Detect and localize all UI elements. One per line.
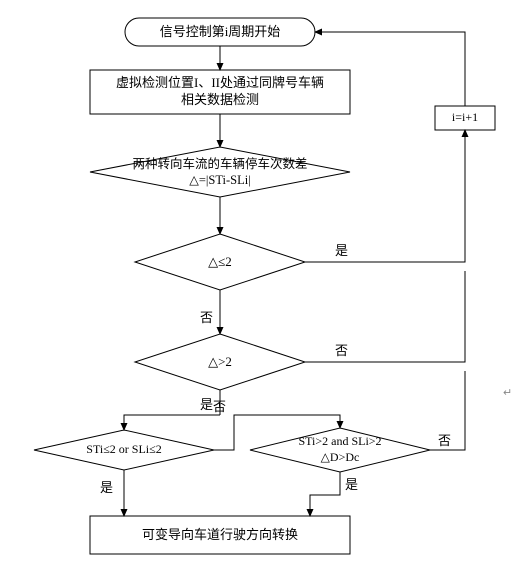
edge — [124, 415, 220, 430]
edge-label-dle2-yes: 是 — [335, 240, 348, 259]
edge-label-orcond-yes: 是 — [100, 477, 113, 496]
edge — [305, 271, 465, 362]
label-inc: i=i+1 — [435, 106, 495, 130]
label-dle2: △≤2 — [170, 252, 270, 272]
label-orcond: STi≤2 or SLi≤2 — [48, 441, 200, 459]
edge-label-dle2-no: 否 — [200, 307, 213, 326]
edge-label-andcond-yes: 是 — [345, 474, 358, 493]
edge-label-dgt2-yes: 是 — [200, 394, 213, 413]
label-dgt2: △>2 — [170, 352, 270, 372]
edge — [310, 472, 340, 516]
edge — [305, 130, 465, 262]
label-start: 信号控制第i周期开始 — [125, 18, 315, 46]
label-andcond: STi>2 and SLi>2 △D>Dc — [264, 434, 416, 466]
return-mark: ↵ — [503, 386, 512, 399]
label-detect: 虚拟检测位置I、II处通过同牌号车辆 相关数据检测 — [90, 70, 350, 114]
label-switch: 可变导向车道行驶方向转换 — [90, 516, 350, 554]
edge-label-andcond-no: 否 — [438, 430, 451, 449]
label-diff: 两种转向车流的车辆停车次数差 △=|STi-SLi| — [100, 154, 340, 190]
edge-label-orcond-no: 否 — [213, 396, 226, 415]
edge-label-dgt2-no: 否 — [335, 340, 348, 359]
